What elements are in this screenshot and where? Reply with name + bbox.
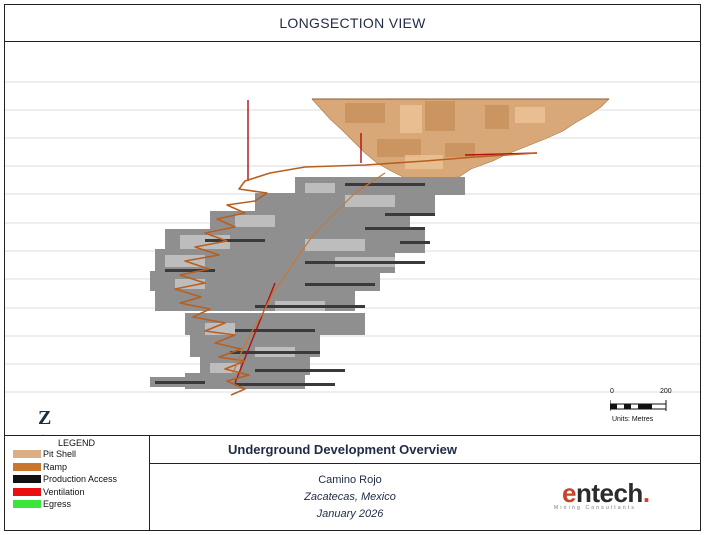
ramp [174,152,538,396]
scale-units-label: Units: Metres [612,416,654,423]
legend-swatch [13,500,41,509]
legend-item-label: Egress [43,499,72,510]
project-location: Zacatecas, Mexico [304,491,396,503]
legend-item-pit-shell: Pit Shell [4,448,149,461]
scale-start-label: 0 [610,388,614,395]
scale-bar-graphic [610,400,667,411]
logo-dot: . [642,478,650,508]
ramp-secondary [232,172,386,374]
entech-logo: entech. [562,478,650,509]
logo-prefix: e [562,478,576,508]
production-stopes [150,177,465,389]
longsection-view: Z N 0 200 Units: Metres [5,43,700,435]
legend: LEGEND Pit Shell Ramp Production Access … [4,435,150,531]
drawing-date: January 2026 [316,508,384,520]
drawing-title: Underground Development Overview [150,436,701,464]
legend-swatch [13,450,41,459]
logo-text: ntech [575,478,643,508]
legend-swatch [13,475,41,484]
legend-item-ramp: Ramp [4,461,149,474]
logo-tagline: Mining Consultants [554,505,637,511]
north-arrow: Z N [29,407,77,435]
drawing-frame [4,4,701,531]
legend-item-label: Pit Shell [43,449,77,460]
pit-shell [311,98,610,180]
legend-item-ventilation: Ventilation [4,486,149,499]
legend-item-egress: Egress [4,498,149,511]
title-block: Underground Development Overview Camino … [150,435,701,531]
project-name: Camino Rojo [318,474,382,486]
legend-item-label: Production Access [43,474,118,485]
legend-swatch [13,487,41,496]
compass-z-label: Z [38,407,52,429]
legend-item-label: Ramp [43,461,68,472]
legend-item-production-access: Production Access [4,473,149,486]
longsection-drawing [5,81,700,396]
legend-swatch [13,462,41,471]
view-title: LONGSECTION VIEW [4,4,701,42]
legend-title: LEGEND [57,438,95,448]
scale-end-label: 200 [660,388,672,395]
legend-item-label: Ventilation [43,486,85,497]
scale-bar: 0 200 Units: Metres [606,388,676,434]
compass-rose-icon [42,434,44,435]
